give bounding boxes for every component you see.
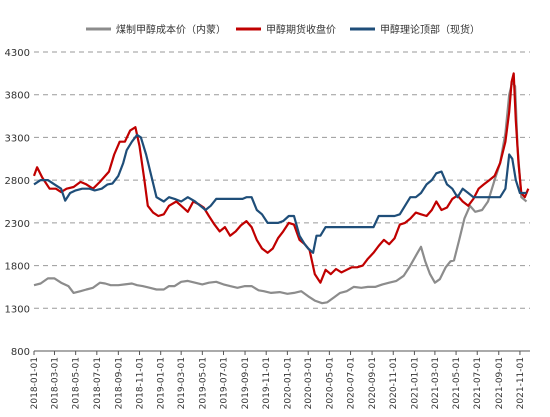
series-layer xyxy=(32,72,530,305)
x-tick-label: 2019-05-01 xyxy=(198,357,208,409)
x-tick-label: 2018-01-01 xyxy=(30,357,40,409)
y-tick-label: 800 xyxy=(11,347,30,358)
y-tick-label: 2800 xyxy=(5,176,30,187)
series-line-coal-cost xyxy=(33,80,528,305)
x-tick-label: 2020-07-01 xyxy=(347,357,357,409)
x-tick-label: 2019-11-01 xyxy=(262,357,272,409)
x-tick-label: 2021-11-01 xyxy=(516,357,526,409)
x-tick-label: 2018-11-01 xyxy=(136,357,146,409)
x-tick-label: 2018-07-01 xyxy=(93,357,103,409)
x-tick-label: 2021-07-01 xyxy=(473,357,483,409)
legend-label-coal-cost: 煤制甲醇成本价（内蒙） xyxy=(116,23,226,36)
axes: 800 1300 1800 2300 2800 3300 3800 4300 2018-01-0… xyxy=(5,48,530,409)
x-tick-label: 2020-11-01 xyxy=(389,357,399,409)
x-tick-label: 2019-01-01 xyxy=(157,357,167,409)
y-tick-label: 3300 xyxy=(5,133,30,144)
x-tick-label: 2021-03-01 xyxy=(431,357,441,409)
x-tick-label: 2018-05-01 xyxy=(72,357,82,409)
y-tick-label: 2300 xyxy=(5,219,30,230)
x-tick-label: 2020-05-01 xyxy=(325,357,335,409)
y-tick-label: 1800 xyxy=(5,262,30,273)
x-tick-label: 2020-01-01 xyxy=(283,357,293,409)
x-tick-label: 2018-09-01 xyxy=(114,357,124,409)
y-tick-label: 4300 xyxy=(5,48,30,59)
x-tick-label: 2021-09-01 xyxy=(495,357,505,409)
x-tick-label: 2020-03-01 xyxy=(304,357,314,409)
legend: 煤制甲醇成本价（内蒙） 甲醇期货收盘价 甲醇理论顶部（现货） xyxy=(86,23,480,36)
series-line-futures-close xyxy=(32,72,530,284)
legend-label-theoretical-top: 甲醇理论顶部（现货） xyxy=(380,23,480,36)
grid-lines xyxy=(34,51,530,309)
x-tick-label: 2021-05-01 xyxy=(452,357,462,409)
x-tick-label: 2019-09-01 xyxy=(241,357,251,409)
x-tick-label: 2021-01-01 xyxy=(410,357,420,409)
x-tick-label: 2019-07-01 xyxy=(220,357,230,409)
series-line-theoretical-top xyxy=(33,133,527,254)
x-tick-label: 2019-03-01 xyxy=(177,357,187,409)
y-tick-label: 1300 xyxy=(5,304,30,315)
legend-label-futures-close: 甲醇期货收盘价 xyxy=(266,23,336,36)
y-tick-label: 3800 xyxy=(5,91,30,102)
x-tick-label: 2020-09-01 xyxy=(368,357,378,409)
x-tick-label: 2018-03-01 xyxy=(50,357,60,409)
